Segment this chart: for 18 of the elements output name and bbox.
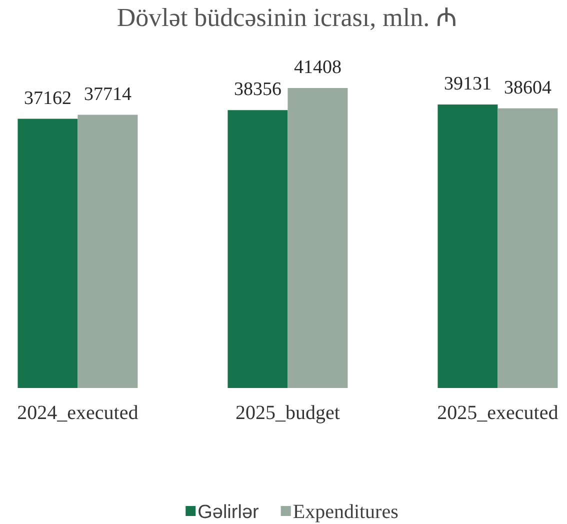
legend-label: Gəlirlər [198,502,260,523]
x-tick-label: 2025_budget [235,402,340,424]
bar [228,110,288,388]
data-label: 37714 [84,84,132,105]
data-label: 38356 [234,79,282,100]
bar [438,104,498,388]
bar [18,118,78,388]
chart-title: Dövlət büdcəsinin icrası, mln. ₼ [116,3,458,32]
x-tick-label: 2025_executed [437,402,558,424]
data-label: 39131 [444,73,492,94]
bar [288,88,348,388]
bar [498,108,558,388]
bar [78,114,138,388]
x-tick-label: 2024_executed [17,402,138,424]
data-label: 38604 [504,77,552,98]
data-label: 37162 [24,88,72,109]
legend-label: Expenditures [292,501,399,523]
data-label: 41408 [294,57,342,78]
